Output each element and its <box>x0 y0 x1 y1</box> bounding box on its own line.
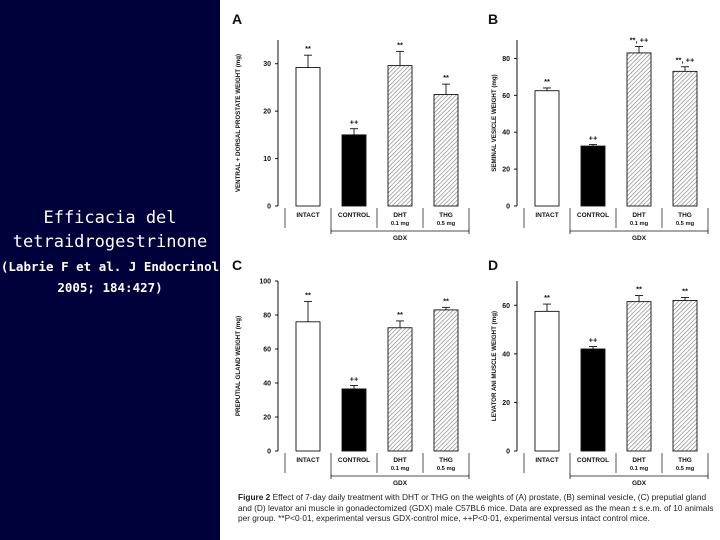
figure-panel: A VENTRAL + DORSAL PROSTATE WEIGHT (mg) 0 1… <box>220 0 720 540</box>
significance-marker: ** <box>443 296 449 305</box>
dose-label: 0.1 mg <box>391 221 410 227</box>
y-tick-label: 40 <box>502 130 510 137</box>
significance-marker: ** <box>443 73 449 82</box>
x-tick-label: DHT <box>393 212 406 219</box>
group-label: GDX <box>393 235 408 242</box>
dose-label: 0.5 mg <box>676 221 695 227</box>
bar-dht <box>626 52 652 207</box>
y-tick-label: 60 <box>263 347 271 354</box>
bar-intact <box>295 67 321 207</box>
y-axis-label: VENTRAL + DORSAL PROSTATE WEIGHT (mg) <box>235 54 242 192</box>
y-tick-label: 60 <box>502 93 510 100</box>
x-tick-label: INTACT <box>296 457 319 464</box>
x-tick-label: THG <box>678 457 692 464</box>
x-tick-label: INTACT <box>535 212 558 219</box>
bar-dht <box>387 65 413 207</box>
bar-control <box>580 348 606 452</box>
bar-intact <box>295 321 321 452</box>
slide-left-panel: Efficacia del tetraidrogestrinone (Labri… <box>0 0 220 540</box>
significance-marker: ** <box>636 285 642 294</box>
bar-control <box>341 134 367 207</box>
x-tick-label: THG <box>439 457 453 464</box>
dose-label: 0.5 mg <box>437 221 456 227</box>
x-tick-label: DHT <box>632 457 645 464</box>
x-tick-label: INTACT <box>296 212 319 219</box>
panel-letter: A <box>232 11 242 27</box>
y-tick-label: 80 <box>502 56 510 63</box>
y-axis-label: PREPUTIAL GLAND WEIGHT (mg) <box>235 316 242 416</box>
significance-marker: ++ <box>350 375 359 384</box>
significance-marker: ** <box>544 77 550 86</box>
significance-marker: ** <box>305 44 311 53</box>
figure-caption: Figure 2 Effect of 7-day daily treatment… <box>238 492 716 524</box>
caption-text: Effect of 7-day daily treatment with DHT… <box>238 492 714 524</box>
figure-charts: A VENTRAL + DORSAL PROSTATE WEIGHT (mg) 0 1… <box>232 11 709 487</box>
y-tick-label: 0 <box>506 449 510 456</box>
significance-marker: **, ++ <box>676 56 695 65</box>
y-tick-label: 20 <box>502 167 510 174</box>
x-tick-label: CONTROL <box>338 457 370 464</box>
x-tick-label: INTACT <box>535 457 558 464</box>
group-label: GDX <box>632 235 647 242</box>
y-axis-label: LEVATOR ANI MUSCLE WEIGHT (mg) <box>491 311 498 421</box>
significance-marker: ++ <box>589 336 598 345</box>
y-tick-label: 20 <box>263 415 271 422</box>
y-tick-label: 20 <box>502 400 510 407</box>
significance-marker: ++ <box>589 134 598 143</box>
bar-thg <box>672 299 698 452</box>
bar-dht <box>626 301 652 452</box>
y-tick-label: 20 <box>263 109 271 116</box>
y-tick-label: 0 <box>506 204 510 211</box>
y-tick-label: 40 <box>502 351 510 358</box>
significance-marker: ** <box>305 290 311 299</box>
dose-label: 0.1 mg <box>630 466 649 472</box>
panel-letter: C <box>232 257 242 273</box>
x-tick-label: CONTROL <box>338 212 370 219</box>
y-tick-label: 10 <box>263 156 271 163</box>
slide-citation: (Labrie F et al. J Endocrinol 2005; 184:… <box>0 259 220 295</box>
panel-letter: B <box>488 11 498 27</box>
x-tick-label: DHT <box>393 457 406 464</box>
bar-thg <box>433 309 459 452</box>
x-tick-label: DHT <box>632 212 645 219</box>
y-tick-label: 80 <box>263 313 271 320</box>
bar-intact <box>534 90 560 207</box>
dose-label: 0.5 mg <box>437 466 456 472</box>
panel-letter: D <box>488 257 498 273</box>
y-tick-label: 40 <box>263 381 271 388</box>
dose-label: 0.1 mg <box>630 221 649 227</box>
bar-thg <box>672 70 698 207</box>
significance-marker: ++ <box>350 118 359 127</box>
y-tick-label: 60 <box>502 303 510 310</box>
y-axis-label: SEMINAL VESICLE WEIGHT (mg) <box>491 74 498 172</box>
significance-marker: ** <box>397 40 403 49</box>
group-label: GDX <box>393 480 408 487</box>
x-tick-label: CONTROL <box>577 212 609 219</box>
significance-marker: ** <box>544 293 550 302</box>
y-tick-label: 0 <box>267 449 271 456</box>
bar-control <box>341 388 367 452</box>
significance-marker: ** <box>397 310 403 319</box>
dose-label: 0.1 mg <box>391 466 410 472</box>
significance-marker: ** <box>682 287 688 296</box>
y-tick-label: 100 <box>259 279 271 286</box>
group-label: GDX <box>632 480 647 487</box>
bar-dht <box>387 327 413 452</box>
bar-control <box>580 145 606 207</box>
y-tick-label: 30 <box>263 61 271 68</box>
x-tick-label: THG <box>678 212 692 219</box>
significance-marker: **, ++ <box>630 35 649 44</box>
x-tick-label: CONTROL <box>577 457 609 464</box>
bar-thg <box>433 94 459 207</box>
slide-title: Efficacia del tetraidrogestrinone <box>12 208 208 252</box>
x-tick-label: THG <box>439 212 453 219</box>
dose-label: 0.5 mg <box>676 466 695 472</box>
caption-label: Figure 2 <box>238 492 271 502</box>
bar-intact <box>534 310 560 452</box>
y-tick-label: 0 <box>267 204 271 211</box>
